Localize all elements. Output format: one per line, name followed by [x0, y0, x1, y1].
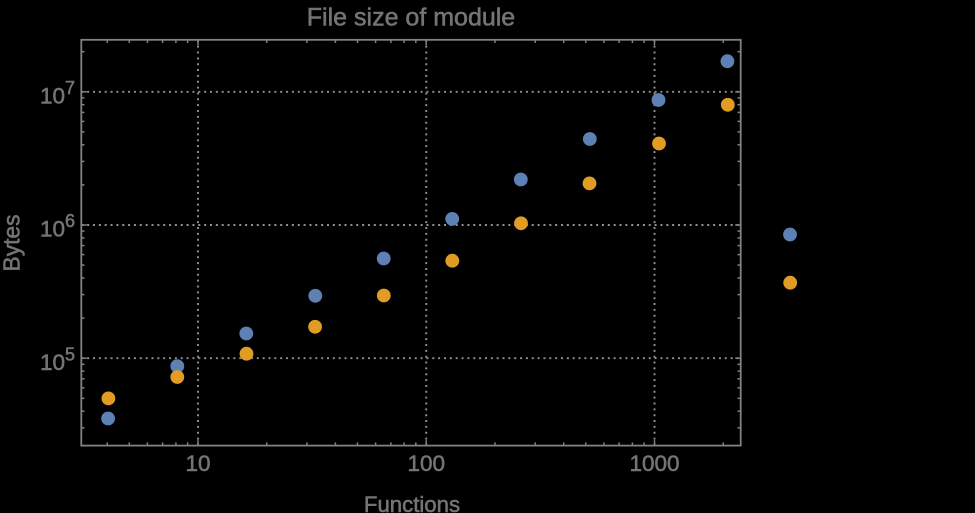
svg-text:100: 100	[407, 451, 445, 476]
svg-text:File size of module: File size of module	[307, 3, 515, 31]
svg-text:1000: 1000	[629, 451, 679, 476]
svg-text:Bytes: Bytes	[0, 214, 25, 271]
svg-text:10: 10	[185, 451, 210, 476]
svg-text:Functions: Functions	[364, 492, 460, 513]
